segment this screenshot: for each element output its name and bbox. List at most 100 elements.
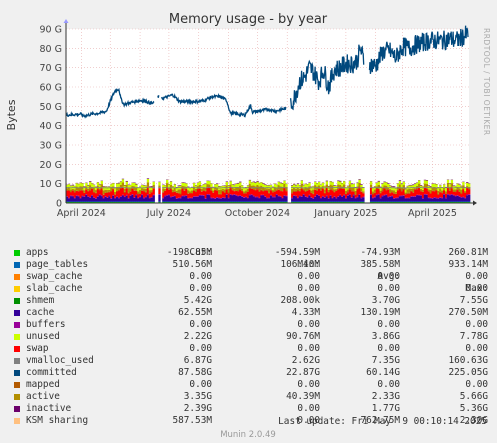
area-segment-buffers [192,183,196,187]
area-segment-cache [418,194,421,196]
area-segment-page_tables [150,201,153,203]
area-segment-buffers [89,181,92,186]
area-segment-shmem [344,198,348,202]
area-segment-active [291,188,294,193]
area-segment-inactive [223,185,227,187]
area-segment-vmalloc [377,187,380,188]
area-segment-page_tables [343,201,346,203]
area-segment-cache [87,196,90,197]
area-segment-page_tables [314,201,317,203]
area-segment-page_tables [185,201,188,203]
area-segment-vmalloc [285,187,288,189]
area-segment-mapped [171,191,175,193]
area-segment-mapped [256,188,259,190]
area-segment-vmalloc [433,187,436,189]
area-segment-vmalloc [393,187,396,189]
area-segment-buffers [181,182,184,187]
area-segment-mapped [217,193,221,195]
area-segment-unused [452,191,455,195]
area-segment-vmalloc [416,187,419,189]
area-segment-unused [106,192,109,198]
area-segment-page_tables [446,201,450,203]
area-segment-active [104,189,107,193]
area-segment-buffers [173,184,177,188]
area-segment-buffers [108,186,111,190]
area-segment-page_tables [129,201,132,203]
area-segment-shmem [112,195,115,202]
legend-row: committed 87.58G 22.87G 60.14G 225.05G [12,367,488,379]
area-segment-unused [146,186,150,195]
area-segment-active [175,190,178,193]
area-segment-unused [335,191,338,198]
area-segment-page_tables [152,201,155,203]
area-segment-page_tables [100,201,103,203]
area-segment-page_tables [385,201,388,203]
area-segment-page_tables [127,201,130,203]
area-segment-page_tables [123,201,127,203]
area-segment-cache [117,197,121,199]
area-segment-active [214,187,217,190]
area-segment-inactive [466,182,469,183]
area-segment-active [450,183,454,187]
area-segment-cache [258,197,261,199]
area-segment-active [225,185,228,189]
area-segment-buffers [466,182,469,187]
area-segment-active [71,188,75,191]
area-segment-cache [158,194,161,195]
legend-cur: 510.56M [172,259,212,270]
area-segment-shmem [206,194,209,202]
area-segment-mapped [271,191,275,193]
area-segment-active [83,190,86,193]
area-segment-buffers [414,184,417,188]
area-segment-vmalloc [77,187,80,189]
area-segment-mapped [69,191,73,193]
area-segment-unused [458,191,461,197]
legend-cur: 2.39G [183,403,212,414]
area-segment-buffers [210,183,213,187]
area-segment-page_tables [271,201,275,203]
area-segment-mapped [316,189,319,191]
area-segment-inactive [391,186,394,187]
area-segment-page_tables [198,201,202,203]
area-segment-unused [425,188,429,195]
area-segment-page_tables [91,201,94,203]
area-segment-shmem [75,196,78,202]
area-segment-cache [164,195,167,197]
area-segment-buffers [350,184,354,188]
area-segment-unused [129,191,132,196]
area-segment-cache [312,198,315,199]
legend-min: 0.00 [297,283,320,294]
area-segment-shmem [383,195,386,202]
area-segment-page_tables [329,201,332,203]
area-segment-page_tables [177,201,180,203]
area-segment-page_tables [468,201,471,203]
area-segment-mapped [116,190,119,192]
area-segment-buffers [404,189,407,193]
area-segment-active [446,182,450,187]
area-segment-unused [256,189,259,197]
area-segment-vmalloc [133,187,136,189]
area-segment-cache [102,197,105,199]
area-segment-unused [67,190,71,198]
area-segment-shmem [177,198,180,202]
area-segment-shmem [141,195,144,202]
area-segment-active [217,189,221,194]
area-segment-active [198,184,202,189]
area-segment-unused [389,193,392,197]
area-segment-vmalloc [204,187,207,189]
legend-swatch [14,298,20,304]
area-segment-buffers [204,184,207,188]
area-segment-vmalloc [166,187,169,189]
area-segment-vmalloc [317,187,321,189]
area-segment-cache [152,194,155,196]
area-segment-cache [110,198,113,199]
legend-min: 2.62G [291,355,320,366]
area-segment-buffers [146,178,150,183]
area-segment-mapped [356,188,359,190]
area-segment-unused [444,193,448,198]
area-segment-page_tables [379,201,382,203]
area-segment-buffers [216,184,219,188]
area-segment-unused [462,189,465,197]
area-segment-unused [81,190,84,196]
area-segment-buffers [381,183,384,188]
